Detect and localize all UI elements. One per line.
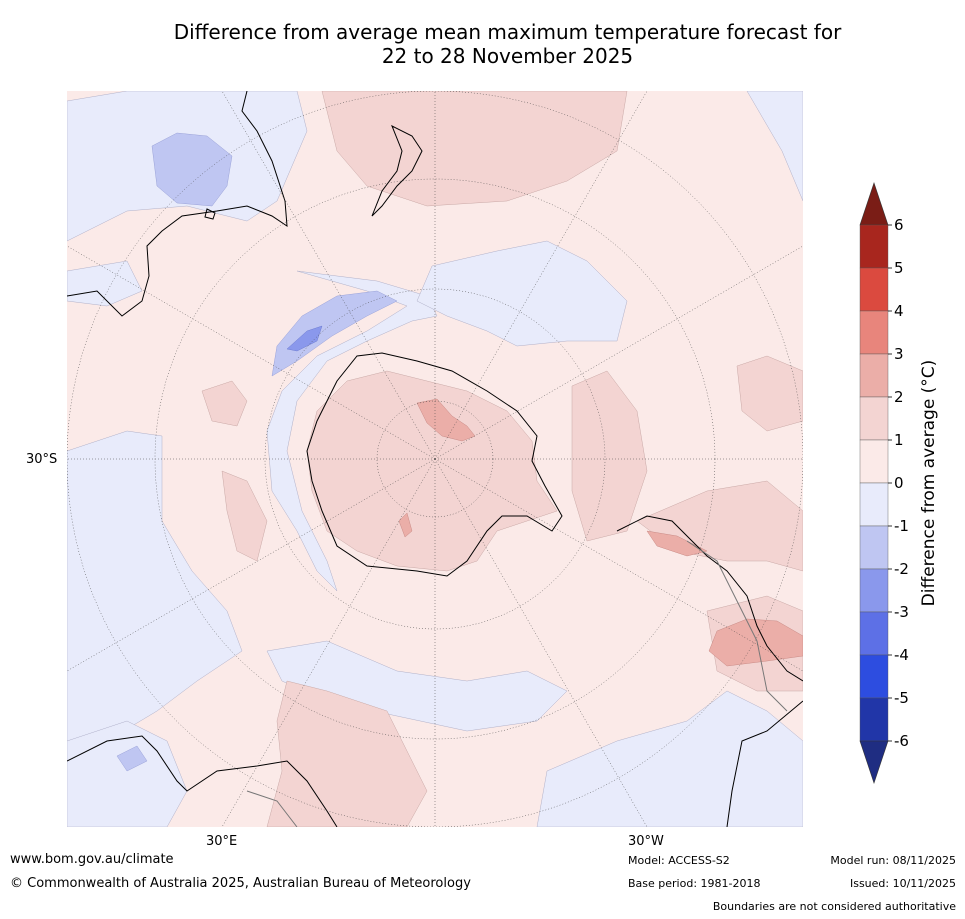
pos-anomaly-southern-ocean-south [266, 680, 428, 827]
neg-anomaly-africa-tip [116, 745, 148, 772]
neg-anomaly-west-edge [67, 260, 143, 307]
map-svg [67, 91, 803, 827]
colorbar-tick-label: -5 [894, 689, 909, 707]
footer-issued: Issued: 10/11/2025 [849, 877, 956, 890]
colorbar-swatch [859, 267, 889, 312]
longitude-label-30w: 30°W [628, 834, 664, 849]
colorbar-tick-label: -1 [894, 517, 909, 535]
neg-anomaly-southeast [536, 690, 803, 827]
colorbar-tick-label: 4 [894, 302, 904, 320]
neg-anomaly-ring-south-indian [266, 270, 438, 592]
pos-anomaly-ross-sea-core [398, 512, 413, 538]
footer-copyright: © Commonwealth of Australia 2025, Austra… [10, 876, 471, 891]
tasmania-coastline [204, 208, 216, 220]
colorbar-swatch [859, 697, 889, 742]
colorbar-swatch [859, 353, 889, 398]
colorbar-svg: 6 5 4 3 2 1 0 -1 -2 -3 -4 -5 -6 [859, 182, 909, 784]
meridian-120e [67, 245, 436, 460]
colorbar-tick-label: 5 [894, 259, 904, 277]
neg-anomaly-northeast-corner [746, 91, 803, 202]
meridian-150e [221, 91, 436, 460]
neg-anomaly-indian-band [271, 290, 398, 377]
pos-anomaly-far-east [736, 355, 803, 432]
colorbar-swatch [859, 654, 889, 699]
australia-coastline [67, 91, 288, 317]
pos-anomaly-west-indian [201, 380, 248, 427]
footer-base-period: Base period: 1981-2018 [628, 877, 761, 890]
footer-model-run: Model run: 08/11/2025 [830, 854, 956, 867]
colorbar-swatch [859, 439, 889, 484]
colorbar-swatch [859, 568, 889, 613]
pos-anomaly-southwest-streak [221, 470, 268, 562]
parallel-50s [264, 288, 606, 630]
africa-coastline [67, 735, 338, 827]
colorbar-swatch [859, 224, 889, 269]
colorbar-extend-high [859, 182, 889, 226]
title-line-2: 22 to 28 November 2025 [381, 44, 634, 68]
colorbar-tick-label: 0 [894, 474, 904, 492]
colorbar-tick-label: -3 [894, 603, 909, 621]
map-panel [67, 91, 803, 827]
pos-anomaly-south-america-core [646, 530, 708, 557]
colorbar-tick-label: 6 [894, 216, 904, 234]
footer-url[interactable]: www.bom.gov.au/climate [10, 852, 174, 867]
pos-anomaly-east-pacific [571, 370, 648, 542]
pos-anomaly-east-antarctic-core [416, 398, 476, 442]
colorbar: 6 5 4 3 2 1 0 -1 -2 -3 -4 -5 -6 [855, 180, 965, 785]
longitude-label-30e: 30°E [206, 834, 238, 849]
colorbar-tick-label: -6 [894, 732, 909, 750]
neg-anomaly-australia [151, 132, 233, 207]
colorbar-tick-label: 1 [894, 431, 904, 449]
colorbar-tick-label: 3 [894, 345, 904, 363]
new-zealand-coastline [371, 124, 423, 217]
chart-title: Difference from average mean maximum tem… [60, 20, 955, 68]
title-line-1: Difference from average mean maximum tem… [173, 20, 842, 44]
colorbar-label: Difference from average (°C) [919, 359, 939, 607]
graticule [67, 91, 803, 827]
national-borders [246, 540, 788, 827]
footer-model: Model: ACCESS-S2 [628, 854, 730, 867]
colorbar-swatch [859, 482, 889, 527]
colorbar-tick-label: 2 [894, 388, 904, 406]
footer-disclaimer: Boundaries are not considered authoritat… [712, 900, 956, 913]
colorbar-tick-label: -2 [894, 560, 909, 578]
colorbar-swatch [859, 611, 889, 656]
meridian-120w [434, 245, 803, 460]
latitude-label-30s: 30°S [26, 452, 58, 467]
colorbar-swatches [859, 182, 889, 784]
meridian-30e [221, 458, 436, 827]
pos-anomaly-north-nz [321, 91, 628, 207]
colorbar-swatch [859, 310, 889, 355]
colorbar-ticks: 6 5 4 3 2 1 0 -1 -2 -3 -4 -5 -6 [888, 216, 909, 750]
antarctica-coastline [306, 352, 563, 577]
colorbar-swatch [859, 525, 889, 570]
neg-anomaly-south-pacific [416, 240, 628, 347]
pos-anomaly-patagonia-core [708, 618, 803, 667]
colorbar-swatch [859, 396, 889, 441]
colorbar-extend-low [859, 740, 889, 784]
colorbar-tick-label: -4 [894, 646, 909, 664]
neg-anomaly-indian-core [286, 325, 323, 352]
